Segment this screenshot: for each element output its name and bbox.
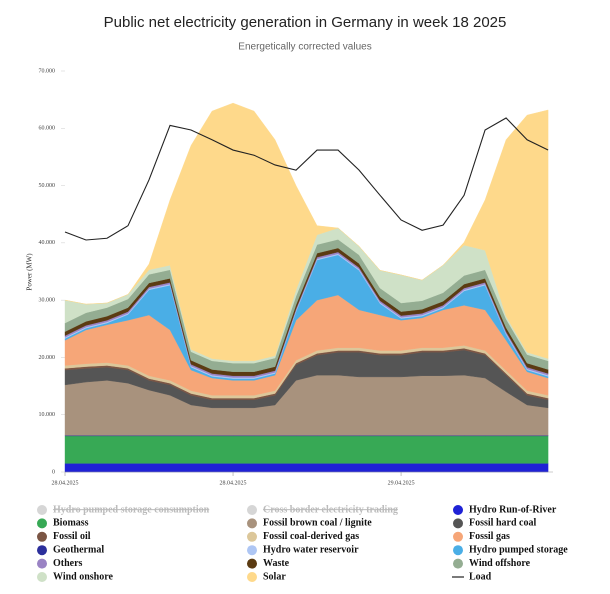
legend-swatch <box>37 572 47 582</box>
x-tick-label: 28.04.2025 <box>52 480 79 486</box>
legend-swatch <box>453 545 463 556</box>
legend-label: Fossil oil <box>53 531 91 542</box>
legend-label: Hydro pumped storage consumption <box>53 504 210 515</box>
line <box>64 117 549 241</box>
y-axis-label: Power (MW) <box>26 253 34 291</box>
legend-label: Cross border electricity trading <box>263 504 398 515</box>
legend-swatch <box>247 518 257 529</box>
legend-label: Hydro Run-of-River <box>469 504 557 515</box>
legend-swatch <box>37 531 47 542</box>
legend-swatch <box>247 572 257 582</box>
legend-swatch <box>453 558 463 569</box>
legend-label: Wind onshore <box>53 571 113 582</box>
x-tick-label: 29.04.2025 <box>388 480 415 486</box>
legend-label: Biomass <box>53 518 89 529</box>
legend-swatch <box>247 531 257 542</box>
legend-swatch <box>37 558 47 569</box>
legend-label: Solar <box>263 571 286 582</box>
legend-label: Hydro water reservoir <box>263 544 359 555</box>
y-tick-label: 10.000 <box>39 412 56 418</box>
legend-label: Fossil brown coal / lignite <box>263 518 372 529</box>
area <box>64 102 549 362</box>
y-tick-label: 0 <box>52 469 55 475</box>
legend-label: Load <box>469 571 492 582</box>
chart-subtitle: Energetically corrected values <box>238 42 371 53</box>
legend-label: Hydro pumped storage <box>469 544 568 555</box>
legend-swatch <box>247 558 257 569</box>
y-tick-label: 20.000 <box>39 355 56 361</box>
y-tick-label: 50.000 <box>39 183 56 189</box>
legend-swatch <box>247 505 257 515</box>
legend-swatch <box>453 518 463 529</box>
area <box>64 463 549 473</box>
legend-label: Fossil hard coal <box>469 518 536 529</box>
y-tick-label: 60.000 <box>39 126 56 132</box>
x-tick-label: 28.04.2025 <box>220 480 247 486</box>
legend-swatch <box>247 545 257 556</box>
legend-swatch <box>37 505 47 515</box>
legend-swatch <box>37 545 47 556</box>
area <box>64 435 549 464</box>
y-tick-label: 30.000 <box>39 298 56 304</box>
legend-swatch <box>453 505 463 515</box>
legend-label: Waste <box>263 558 290 569</box>
legend-label: Others <box>53 558 83 569</box>
chart-title: Public net electricity generation in Ger… <box>104 14 507 31</box>
legend-label: Fossil gas <box>469 531 510 542</box>
y-tick-label: 40.000 <box>39 240 56 246</box>
legend-label: Geothermal <box>53 544 104 555</box>
legend-label: Fossil coal-derived gas <box>263 531 359 542</box>
y-tick-label: 70.000 <box>39 68 56 74</box>
legend-swatch <box>37 518 47 529</box>
legend-swatch <box>453 531 463 542</box>
legend-label: Wind offshore <box>469 558 531 569</box>
